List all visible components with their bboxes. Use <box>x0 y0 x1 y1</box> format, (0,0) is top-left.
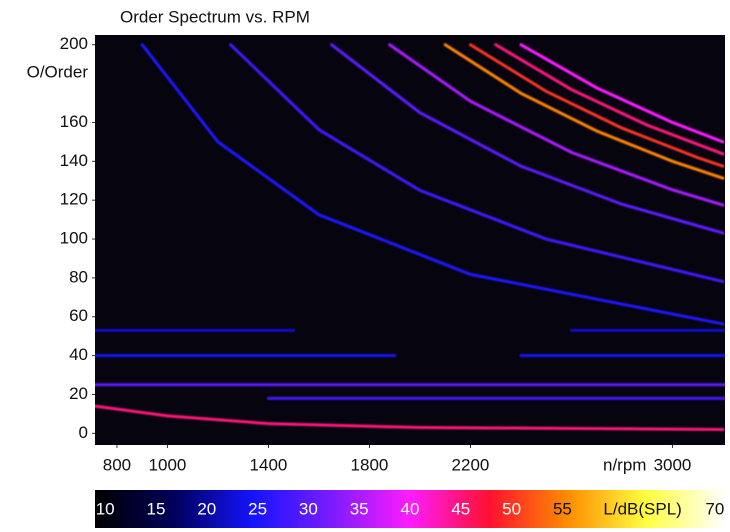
colorbar-tick-label: 15 <box>147 499 166 518</box>
order-trace <box>229 43 725 284</box>
colorbar-tick-label: 70 <box>705 499 724 518</box>
order-trace <box>494 43 725 156</box>
colorbar-tick-label: 10 <box>96 499 115 518</box>
y-tick-label: 100 <box>60 229 88 248</box>
colorbar-tick-label: 55 <box>553 499 572 518</box>
y-tick-label: 200 <box>60 34 88 53</box>
x-axis-label: n/rpm <box>603 455 646 474</box>
order-trace <box>468 43 725 168</box>
y-tick-label: 40 <box>69 345 88 364</box>
y-tick-label: 60 <box>69 306 88 325</box>
y-tick-label: 160 <box>60 112 88 131</box>
colorbar-tick-label: 50 <box>502 499 521 518</box>
y-tick-label: 20 <box>69 384 88 403</box>
colorbar-tick-label: 40 <box>401 499 420 518</box>
y-tick-label: 0 <box>79 423 88 442</box>
order-trace <box>388 43 725 207</box>
x-tick-label: 2200 <box>452 455 490 474</box>
order-trace <box>95 404 725 431</box>
x-tick-label: 1800 <box>351 455 389 474</box>
order-trace <box>519 43 725 144</box>
traces <box>95 43 725 431</box>
y-tick-label: 120 <box>60 190 88 209</box>
colorbar-label: L/dB(SPL) <box>603 499 681 518</box>
colorbar-tick-label: 25 <box>248 499 267 518</box>
order-trace <box>330 43 725 235</box>
colorbar-tick-label: 35 <box>350 499 369 518</box>
y-tick-label: 140 <box>60 151 88 170</box>
x-tick-label: 800 <box>103 455 131 474</box>
order-trace <box>140 43 725 326</box>
colorbar <box>95 490 725 528</box>
colorbar-tick-label: 30 <box>299 499 318 518</box>
colorbar-tick-label: 45 <box>451 499 470 518</box>
x-tick-label: 1400 <box>250 455 288 474</box>
y-tick-label: 80 <box>69 267 88 286</box>
colorbar-tick-label: 20 <box>197 499 216 518</box>
order-trace <box>443 43 725 180</box>
y-axis-label: O/Order <box>27 62 89 81</box>
x-tick-label: 1000 <box>149 455 187 474</box>
x-tick-label: 3000 <box>654 455 692 474</box>
chart-title: Order Spectrum vs. RPM <box>120 7 310 26</box>
